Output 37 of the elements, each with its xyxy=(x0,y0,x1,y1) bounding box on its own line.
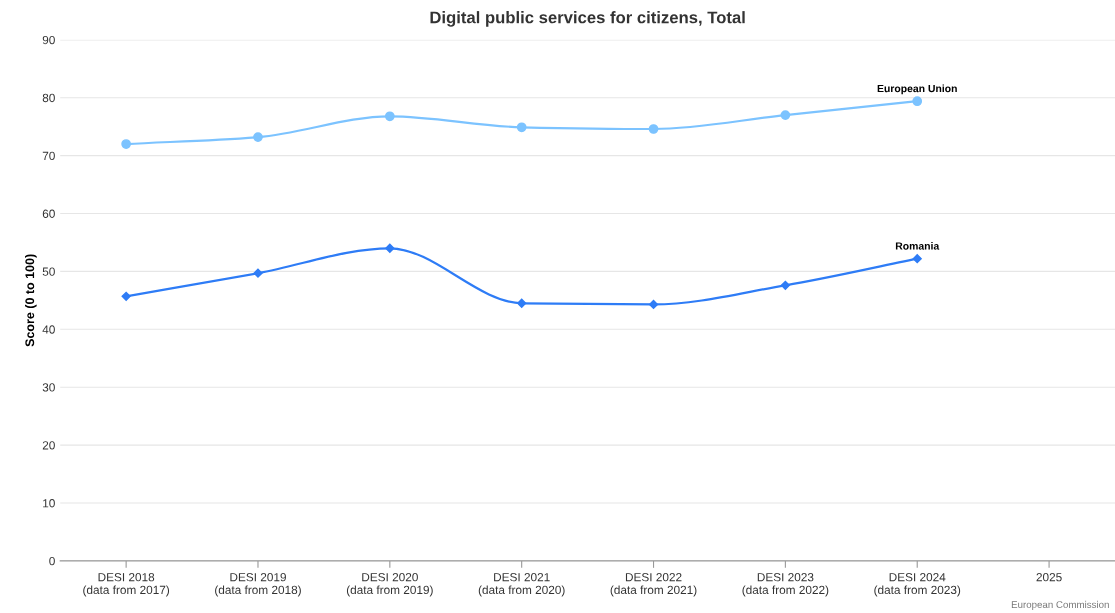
point xyxy=(384,111,395,122)
y-tick-label: 30 xyxy=(42,383,55,392)
point xyxy=(121,291,131,301)
y-tick-label: 40 xyxy=(42,325,55,334)
y-tick-label: 0 xyxy=(49,556,55,566)
x-tick-label: DESI 2024 (data from 2023) xyxy=(874,573,961,597)
text: European Commission xyxy=(1011,600,1109,610)
point xyxy=(253,268,263,278)
x-tick-label: DESI 2018 (data from 2017) xyxy=(83,573,170,597)
y-tick-label: 80 xyxy=(42,93,55,103)
y-tick-label: 70 xyxy=(42,151,55,161)
series-label: European Union xyxy=(877,84,957,95)
point xyxy=(780,280,791,290)
point xyxy=(912,254,922,264)
x-tick-label: DESI 2021 (data from 2020) xyxy=(478,573,565,597)
point xyxy=(912,96,923,107)
y-tick-label: 50 xyxy=(42,267,55,276)
y-tick-label: 60 xyxy=(42,209,55,218)
point xyxy=(121,139,131,149)
x-tick-label: 2025 xyxy=(1036,573,1062,582)
x-tick-label: DESI 2023 (data from 2022) xyxy=(742,573,829,597)
y-tick-label: 20 xyxy=(42,441,55,450)
point xyxy=(648,299,659,310)
series-label: Romania xyxy=(895,242,940,250)
point xyxy=(780,110,791,120)
point xyxy=(253,132,263,142)
x-tick-label: DESI 2019 (data from 2018) xyxy=(215,573,301,597)
y-axis-title: Score (0 to 100) xyxy=(25,254,37,347)
point xyxy=(385,243,395,253)
y-tick-label: 90 xyxy=(42,35,55,45)
chart-title: Digital public services for citizens, Total xyxy=(430,11,745,27)
x-tick-label: DESI 2022 (data from 2021) xyxy=(610,573,697,597)
point xyxy=(648,124,659,134)
y-tick-label: 10 xyxy=(43,499,55,508)
x-tick-label: DESI 2020 (data from 2019) xyxy=(346,573,433,597)
point xyxy=(517,298,527,308)
point xyxy=(516,122,527,133)
